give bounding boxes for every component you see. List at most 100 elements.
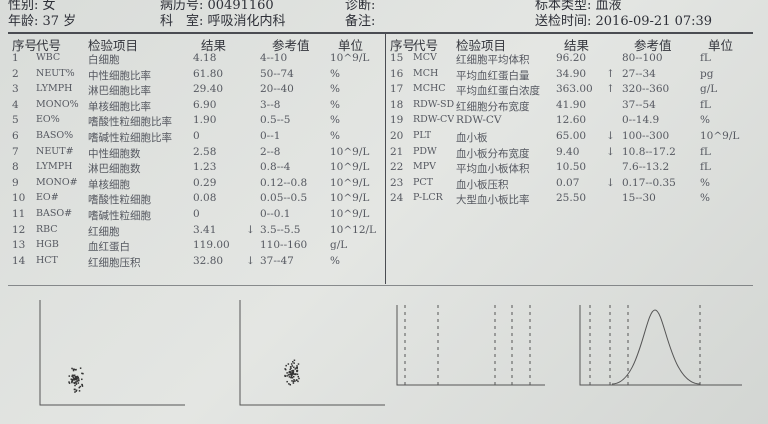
cell-ref: 20--40 [260,83,294,96]
cell-name: 嗜碱性粒细胞比率 [88,132,172,144]
cell-name: 单核细胞 [88,178,130,191]
scatter-dot [288,376,291,378]
scatter-dot [290,373,293,376]
cell-n: 7 [12,145,19,158]
cell-unit: 10^9/L [330,145,370,158]
column-header-result: 结果 [201,38,227,53]
cell-code: MPV [413,161,436,173]
cell-unit: 10^12/L [330,223,377,236]
cell-result: 10.50 [556,161,587,174]
cell-n: 17 [390,83,404,96]
scatter-dot [284,374,286,377]
cell-ref: 3.5--5.5 [260,223,301,236]
specimen-type: 标本类型: 血液 [535,0,622,13]
scatter-dot [82,372,84,375]
cell-result: 0.29 [193,176,217,189]
scatter-dot [75,378,77,380]
cell-ref: 50--74 [260,67,294,80]
scatter-dot [292,375,295,378]
cell-unit: % [330,130,340,142]
scatter-dot [293,366,295,369]
cell-ref: 0.5--5 [260,114,291,127]
scatter-dot [71,380,73,383]
scatter-dot [288,370,291,373]
cell-result: 96.20 [556,52,587,64]
scatter-dot [72,369,75,372]
cell-code: HGB [36,239,59,251]
scatter-dot [288,383,290,385]
cell-result: 1.90 [193,114,217,127]
scatter-dot [292,361,294,363]
scatter-dot [78,390,81,392]
scatter-dot [77,378,80,380]
column-header-ref: 参考值 [272,38,310,53]
cell-unit: fL [700,145,711,158]
cell-unit: % [330,83,340,96]
rbc-histogram-curve [611,309,701,385]
table-top-rule [8,32,753,34]
scatter-dot [289,383,292,386]
scatter-dot [284,368,286,370]
scatter-dot [71,379,74,382]
cell-name: 红细胞分布宽度 [456,100,530,113]
cell-code: RDW-CV [413,114,455,126]
cell-flag: ↓ [606,176,615,189]
cell-unit: % [700,114,710,127]
scatter-dot [68,382,71,384]
cell-result: 0 [193,130,200,142]
scatter-dot [75,390,78,392]
cell-ref: 110--160 [260,239,308,252]
column-header-unit: 单位 [708,38,734,53]
cell-result: 119.00 [193,239,230,252]
cell-name: 淋巴细胞数 [88,163,141,176]
cell-ref: 0--0.1 [260,208,291,220]
cell-unit: 10^9/L [330,192,370,205]
scatter-dot [296,373,299,376]
scatter-dot [68,375,71,377]
cell-code: MONO% [36,98,79,110]
cell-n: 24 [390,192,404,205]
cell-n: 23 [390,176,404,189]
scatter-dot [75,383,78,385]
cell-n: 10 [12,192,26,205]
column-header-item: 检验项目 [456,38,507,53]
record-number: 病历号: 00491160 [160,0,274,13]
scatter-dot [73,374,76,377]
scatter-dot [294,368,297,370]
scatter-dot [295,379,298,381]
scatter-dot [290,367,292,370]
scatter-dot [74,391,76,393]
scatter-dot [291,374,293,376]
scatter-dot [74,369,77,371]
cell-code: BASO% [36,130,74,141]
column-header-seq: 序号 [390,38,416,53]
scatter-dot [71,374,74,377]
cell-name: 红细胞压积 [88,256,141,269]
scatter-dot [73,368,76,371]
histogram-2-axes [579,305,742,386]
cell-n: 1 [12,52,19,64]
cell-ref: 0--1 [260,130,281,142]
department: 科 室: 呼吸消化内科 [160,14,286,29]
cell-result: 65.00 [556,130,587,142]
cell-unit: 10^9/L [330,176,370,189]
cell-name: 平均血小板体积 [456,163,530,176]
cell-unit: 10^9/L [700,130,740,142]
cell-ref: 0.12--0.8 [260,176,308,189]
cell-n: 3 [12,83,19,96]
scatter-dot [75,376,77,378]
cell-code: MCHC [413,83,446,95]
cell-name: 淋巴细胞比率 [88,85,151,98]
cell-n: 13 [12,239,26,252]
cell-code: EO# [36,192,59,204]
scatter-dot [292,369,295,372]
scatter-dot [287,374,290,376]
scatter-dot [293,362,295,364]
scatter-dot [71,367,73,370]
cell-ref: 0.17--0.35 [622,176,676,189]
cell-code: PLT [413,130,432,141]
scatter-dot [75,389,78,392]
scatter-dot [296,366,299,369]
cell-flag: ↓ [246,254,255,267]
